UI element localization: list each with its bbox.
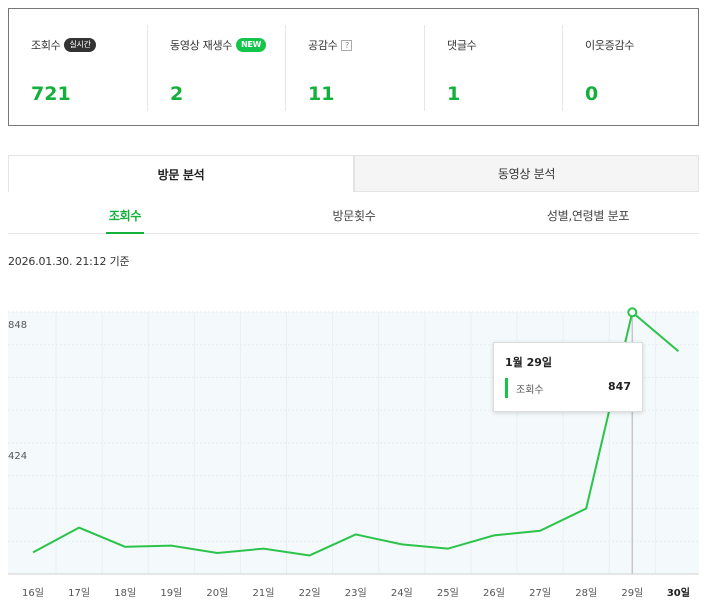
data-point-highlighted[interactable]: [627, 307, 638, 318]
x-tick-label: 30일: [667, 586, 690, 599]
x-tick-label: 29일: [621, 587, 643, 599]
stats-summary: 조회수 실시간 721 동영상 재생수 NEW 2 공감수 ? 11 댓글수 1…: [8, 8, 699, 126]
x-tick-label: 25일: [437, 587, 459, 599]
x-tick-label: 28일: [575, 587, 597, 599]
tab-visit-analysis[interactable]: 방문 분석: [8, 155, 354, 192]
stat-comments-label: 댓글수: [447, 39, 477, 52]
x-tick-label: 20일: [206, 587, 228, 599]
y-tick-label: 848: [8, 320, 27, 331]
tooltip-value: 847: [608, 380, 631, 393]
metric-tabs: 조회수 방문횟수 성별,연령별 분포: [8, 197, 699, 234]
x-tick-label: 24일: [391, 587, 413, 599]
stat-views-label: 조회수: [31, 39, 61, 52]
stat-comments-value: 1: [447, 83, 461, 105]
x-tick-label: 17일: [68, 587, 90, 599]
stat-comments: 댓글수 1: [424, 23, 563, 113]
tab-visit-count[interactable]: 방문횟수: [332, 208, 376, 223]
data-timestamp: 2026.01.30. 21:12 기준: [8, 255, 130, 268]
chart-grid: [8, 311, 699, 575]
data-points: [627, 307, 638, 318]
chart-tooltip: 1월 29일 조회수 847: [493, 342, 643, 412]
stat-likes-label: 공감수: [308, 39, 338, 52]
series-line-views: [32, 310, 680, 557]
tooltip-series-marker: [505, 378, 508, 398]
x-tick-label: 16일: [22, 587, 44, 599]
analysis-tabs: 방문 분석 동영상 분석: [8, 155, 699, 192]
tooltip-series-name: 조회수: [516, 385, 544, 396]
realtime-badge: 실시간: [64, 38, 96, 52]
x-tick-label: 22일: [299, 587, 321, 599]
y-tick-label: 424: [8, 451, 27, 462]
stat-likes-value: 11: [308, 83, 335, 105]
stat-neighbors: 이웃증감수 0: [562, 23, 701, 113]
x-tick-label: 18일: [114, 587, 136, 599]
stat-neighbors-value: 0: [585, 83, 599, 105]
stat-views: 조회수 실시간 721: [9, 23, 147, 113]
x-axis-ticks: 16일 17일 18일 19일 20일 21일 22일 23일 24일 25일 26일 27일 28일 2…: [22, 586, 690, 599]
tab-video-analysis[interactable]: 동영상 분석: [354, 155, 699, 192]
y-axis-ticks: 424 848: [8, 320, 27, 462]
stat-video-plays-label: 동영상 재생수: [170, 39, 233, 52]
stat-neighbors-label: 이웃증감수: [585, 39, 635, 52]
stat-video-plays: 동영상 재생수 NEW 2: [147, 23, 286, 113]
x-tick-label: 21일: [253, 587, 275, 599]
tab-views[interactable]: 조회수: [106, 197, 144, 234]
x-tick-label: 23일: [345, 587, 367, 599]
new-badge: NEW: [236, 38, 267, 52]
x-tick-label: 26일: [483, 587, 505, 599]
stat-likes: 공감수 ? 11: [285, 23, 424, 113]
help-icon[interactable]: ?: [341, 39, 353, 51]
x-tick-label: 19일: [160, 587, 182, 599]
tab-gender-age[interactable]: 성별,연령별 분포: [546, 208, 630, 223]
stat-video-plays-value: 2: [170, 83, 184, 105]
stat-views-value: 721: [31, 83, 71, 105]
tooltip-date: 1월 29일: [505, 356, 553, 369]
x-tick-label: 27일: [529, 587, 551, 599]
